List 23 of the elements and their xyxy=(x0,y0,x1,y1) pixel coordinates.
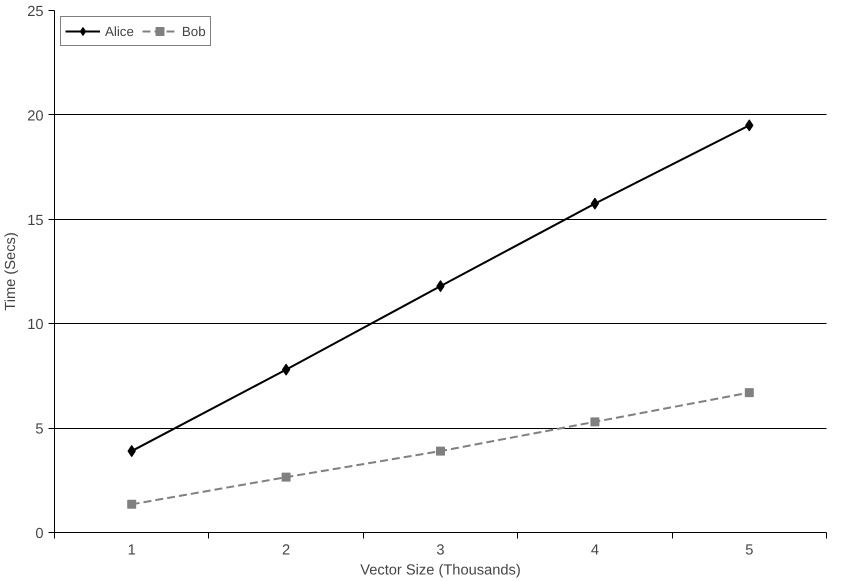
y-tick-label: 15 xyxy=(27,212,44,229)
point xyxy=(282,364,290,376)
point xyxy=(127,500,136,509)
y-axis-title: Time (Secs) xyxy=(3,232,20,311)
point xyxy=(590,198,600,210)
point xyxy=(436,280,445,292)
y-tick-label: 0 xyxy=(35,526,44,542)
y-tick-label: 25 xyxy=(27,4,44,20)
point xyxy=(282,472,291,482)
point xyxy=(436,446,445,456)
y-tick-label: 5 xyxy=(35,422,44,438)
y-tick-label: 10 xyxy=(27,317,44,334)
legend-label: Bob xyxy=(182,24,206,38)
y-tick-label: 20 xyxy=(27,108,44,124)
x-tick-label: 2 xyxy=(282,542,290,558)
x-tick-label: 4 xyxy=(590,542,599,558)
x-axis-title: Vector Size (Thousands) xyxy=(360,562,521,578)
x-tick-label: 5 xyxy=(745,542,754,558)
x-tick-label: 1 xyxy=(128,542,136,558)
x-tick-label: 3 xyxy=(436,542,445,558)
point xyxy=(590,417,600,426)
point xyxy=(744,388,754,398)
legend-label: Alice xyxy=(105,24,134,38)
